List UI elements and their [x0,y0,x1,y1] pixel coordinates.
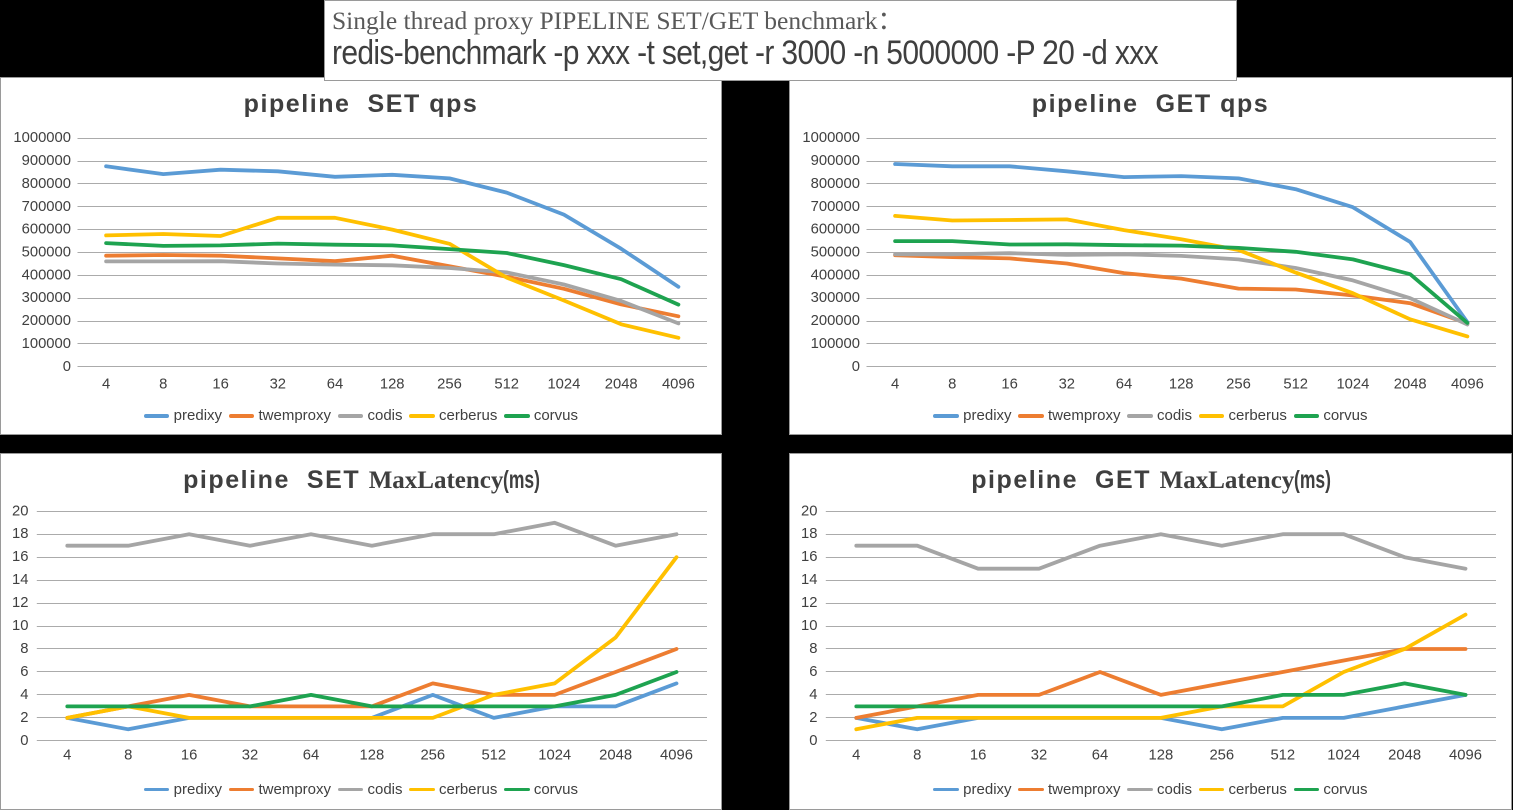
svg-text:10: 10 [801,618,817,634]
svg-text:16: 16 [1001,377,1017,393]
svg-text:500000: 500000 [811,245,860,261]
svg-text:600000: 600000 [22,222,71,238]
svg-text:100000: 100000 [811,336,860,352]
svg-text:256: 256 [1209,748,1234,764]
svg-text:128: 128 [360,748,385,764]
svg-text:512: 512 [481,748,506,764]
svg-text:4: 4 [852,748,860,764]
svg-text:12: 12 [801,595,817,611]
svg-text:20: 20 [801,503,817,519]
svg-text:8: 8 [948,377,956,393]
svg-text:8: 8 [20,641,28,657]
svg-text:14: 14 [801,572,817,588]
svg-text:32: 32 [1059,377,1075,393]
svg-text:512: 512 [1283,377,1308,393]
svg-text:400000: 400000 [22,267,71,283]
svg-text:0: 0 [809,733,817,749]
svg-text:32: 32 [242,748,258,764]
svg-text:20: 20 [12,503,28,519]
svg-text:100000: 100000 [22,336,71,352]
svg-text:18: 18 [801,526,817,542]
svg-text:8: 8 [159,377,167,393]
svg-text:512: 512 [1270,748,1295,764]
svg-text:500000: 500000 [22,245,71,261]
svg-text:2: 2 [20,710,28,726]
svg-text:4096: 4096 [1451,377,1484,393]
svg-text:0: 0 [63,359,71,375]
svg-text:4: 4 [809,687,817,703]
svg-text:64: 64 [327,377,343,393]
svg-text:6: 6 [809,664,817,680]
svg-text:400000: 400000 [811,267,860,283]
svg-text:6: 6 [20,664,28,680]
svg-text:1024: 1024 [538,748,571,764]
svg-text:16: 16 [801,549,817,565]
svg-text:12: 12 [12,595,28,611]
svg-text:128: 128 [1169,377,1194,393]
svg-text:700000: 700000 [22,199,71,215]
svg-text:0: 0 [20,733,28,749]
svg-text:14: 14 [12,572,28,588]
svg-text:4096: 4096 [662,377,695,393]
svg-text:2048: 2048 [1394,377,1427,393]
svg-text:16: 16 [12,549,28,565]
svg-text:1024: 1024 [547,377,580,393]
svg-text:2048: 2048 [605,377,638,393]
svg-text:8: 8 [809,641,817,657]
svg-text:800000: 800000 [811,176,860,192]
svg-text:10: 10 [12,618,28,634]
svg-text:2048: 2048 [1388,748,1421,764]
svg-text:256: 256 [420,748,445,764]
svg-text:512: 512 [494,377,519,393]
svg-text:1024: 1024 [1327,748,1360,764]
svg-text:200000: 200000 [811,313,860,329]
svg-text:4: 4 [20,687,28,703]
svg-text:16: 16 [181,748,197,764]
svg-text:300000: 300000 [811,290,860,306]
svg-text:4096: 4096 [660,748,693,764]
svg-text:64: 64 [1116,377,1132,393]
svg-text:600000: 600000 [811,222,860,238]
svg-text:700000: 700000 [811,199,860,215]
svg-text:128: 128 [1149,748,1174,764]
svg-text:32: 32 [270,377,286,393]
svg-text:4: 4 [891,377,899,393]
svg-text:900000: 900000 [22,153,71,169]
svg-text:200000: 200000 [22,313,71,329]
svg-text:2: 2 [809,710,817,726]
svg-text:256: 256 [437,377,462,393]
svg-text:8: 8 [124,748,132,764]
svg-text:4: 4 [102,377,110,393]
svg-text:1024: 1024 [1336,377,1369,393]
svg-text:2048: 2048 [599,748,632,764]
svg-text:800000: 800000 [22,176,71,192]
svg-text:900000: 900000 [811,153,860,169]
svg-text:256: 256 [1226,377,1251,393]
svg-text:8: 8 [913,748,921,764]
svg-text:64: 64 [1092,748,1108,764]
svg-text:300000: 300000 [22,290,71,306]
svg-text:4: 4 [63,748,71,764]
svg-text:128: 128 [380,377,405,393]
svg-text:32: 32 [1031,748,1047,764]
svg-text:18: 18 [12,526,28,542]
svg-text:16: 16 [212,377,228,393]
svg-text:1000000: 1000000 [802,130,860,146]
svg-text:0: 0 [852,359,860,375]
svg-text:1000000: 1000000 [13,130,71,146]
svg-text:16: 16 [970,748,986,764]
svg-text:4096: 4096 [1449,748,1482,764]
svg-text:64: 64 [303,748,319,764]
